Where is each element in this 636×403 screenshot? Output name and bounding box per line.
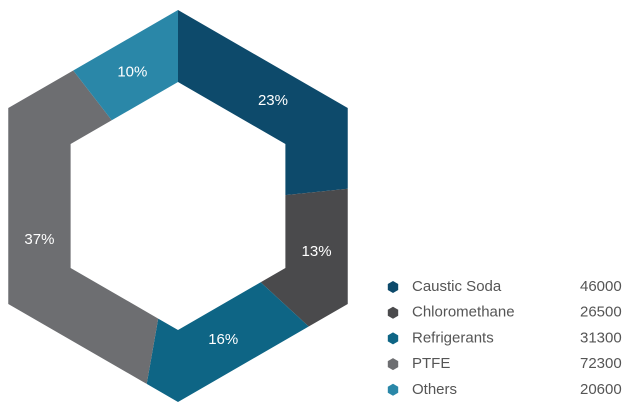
slice-label: 10% bbox=[117, 63, 147, 80]
legend-marker bbox=[387, 383, 399, 396]
slice-label: 37% bbox=[24, 231, 54, 248]
legend-value: 72300 bbox=[580, 355, 622, 372]
legend-value: 31300 bbox=[580, 329, 622, 346]
slice-label: 16% bbox=[208, 331, 238, 348]
legend-label: Others bbox=[412, 381, 457, 398]
legend-label: PTFE bbox=[412, 355, 450, 372]
legend-marker bbox=[387, 281, 399, 293]
slice bbox=[8, 70, 159, 384]
legend-value: 26500 bbox=[580, 304, 622, 321]
slice-label: 23% bbox=[258, 92, 288, 109]
legend-label: Caustic Soda bbox=[412, 278, 502, 295]
slice-label: 13% bbox=[302, 243, 332, 260]
legend-value: 46000 bbox=[580, 278, 622, 295]
slice bbox=[178, 10, 348, 196]
legend-marker bbox=[387, 358, 399, 371]
legend-marker bbox=[387, 332, 399, 345]
legend-label: Refrigerants bbox=[412, 329, 494, 346]
legend-label: Chloromethane bbox=[412, 304, 515, 321]
slice bbox=[146, 282, 309, 402]
slice bbox=[73, 10, 178, 121]
slice bbox=[260, 188, 348, 327]
legend-marker bbox=[387, 306, 399, 319]
legend-value: 20600 bbox=[580, 381, 622, 398]
